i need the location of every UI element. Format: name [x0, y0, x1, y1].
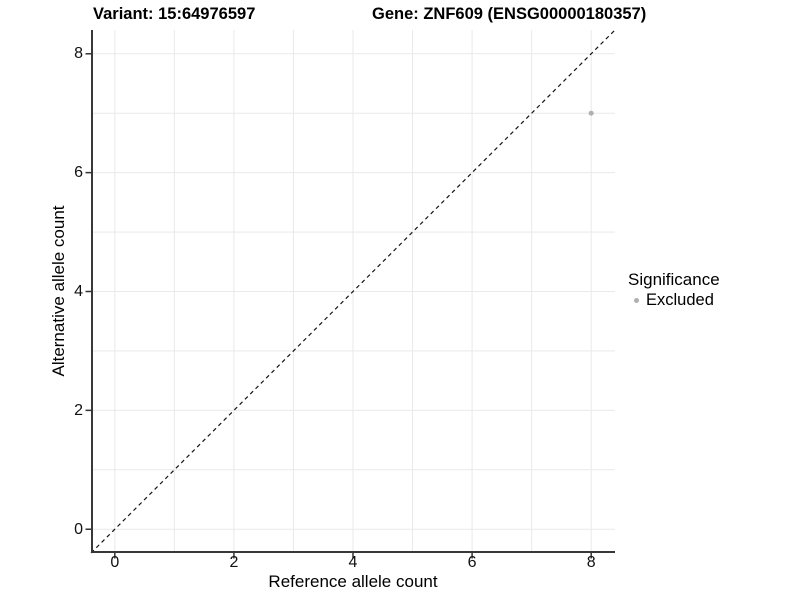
- plot-title-gene: Gene: ZNF609 (ENSG00000180357): [372, 5, 647, 23]
- legend-items: Excluded: [628, 291, 720, 310]
- legend: Significance Excluded: [628, 270, 720, 310]
- x-axis-title: Reference allele count: [268, 572, 438, 591]
- legend-key-dot-icon: [634, 298, 639, 303]
- legend-title: Significance: [628, 270, 720, 289]
- y-tick-label: 8: [74, 45, 83, 63]
- plot-title-variant: Variant: 15:64976597: [93, 5, 256, 23]
- y-tick-label: 0: [74, 520, 83, 538]
- x-tick-label: 8: [586, 554, 596, 571]
- identity-reference-line: [90, 29, 616, 554]
- plot-area: [85, 29, 616, 559]
- y-tick-label: 6: [74, 164, 83, 182]
- legend-item-label: Excluded: [646, 291, 714, 309]
- data-point: [588, 110, 594, 116]
- x-tick-label: 2: [229, 554, 239, 571]
- x-tick-label: 6: [467, 554, 477, 571]
- x-tick-label: 4: [348, 554, 358, 571]
- plot-canvas: [85, 29, 616, 559]
- x-tick-label: 0: [110, 554, 120, 571]
- legend-item: Excluded: [634, 291, 720, 310]
- y-tick-label: 4: [74, 283, 83, 300]
- y-tick-label: 2: [74, 401, 83, 419]
